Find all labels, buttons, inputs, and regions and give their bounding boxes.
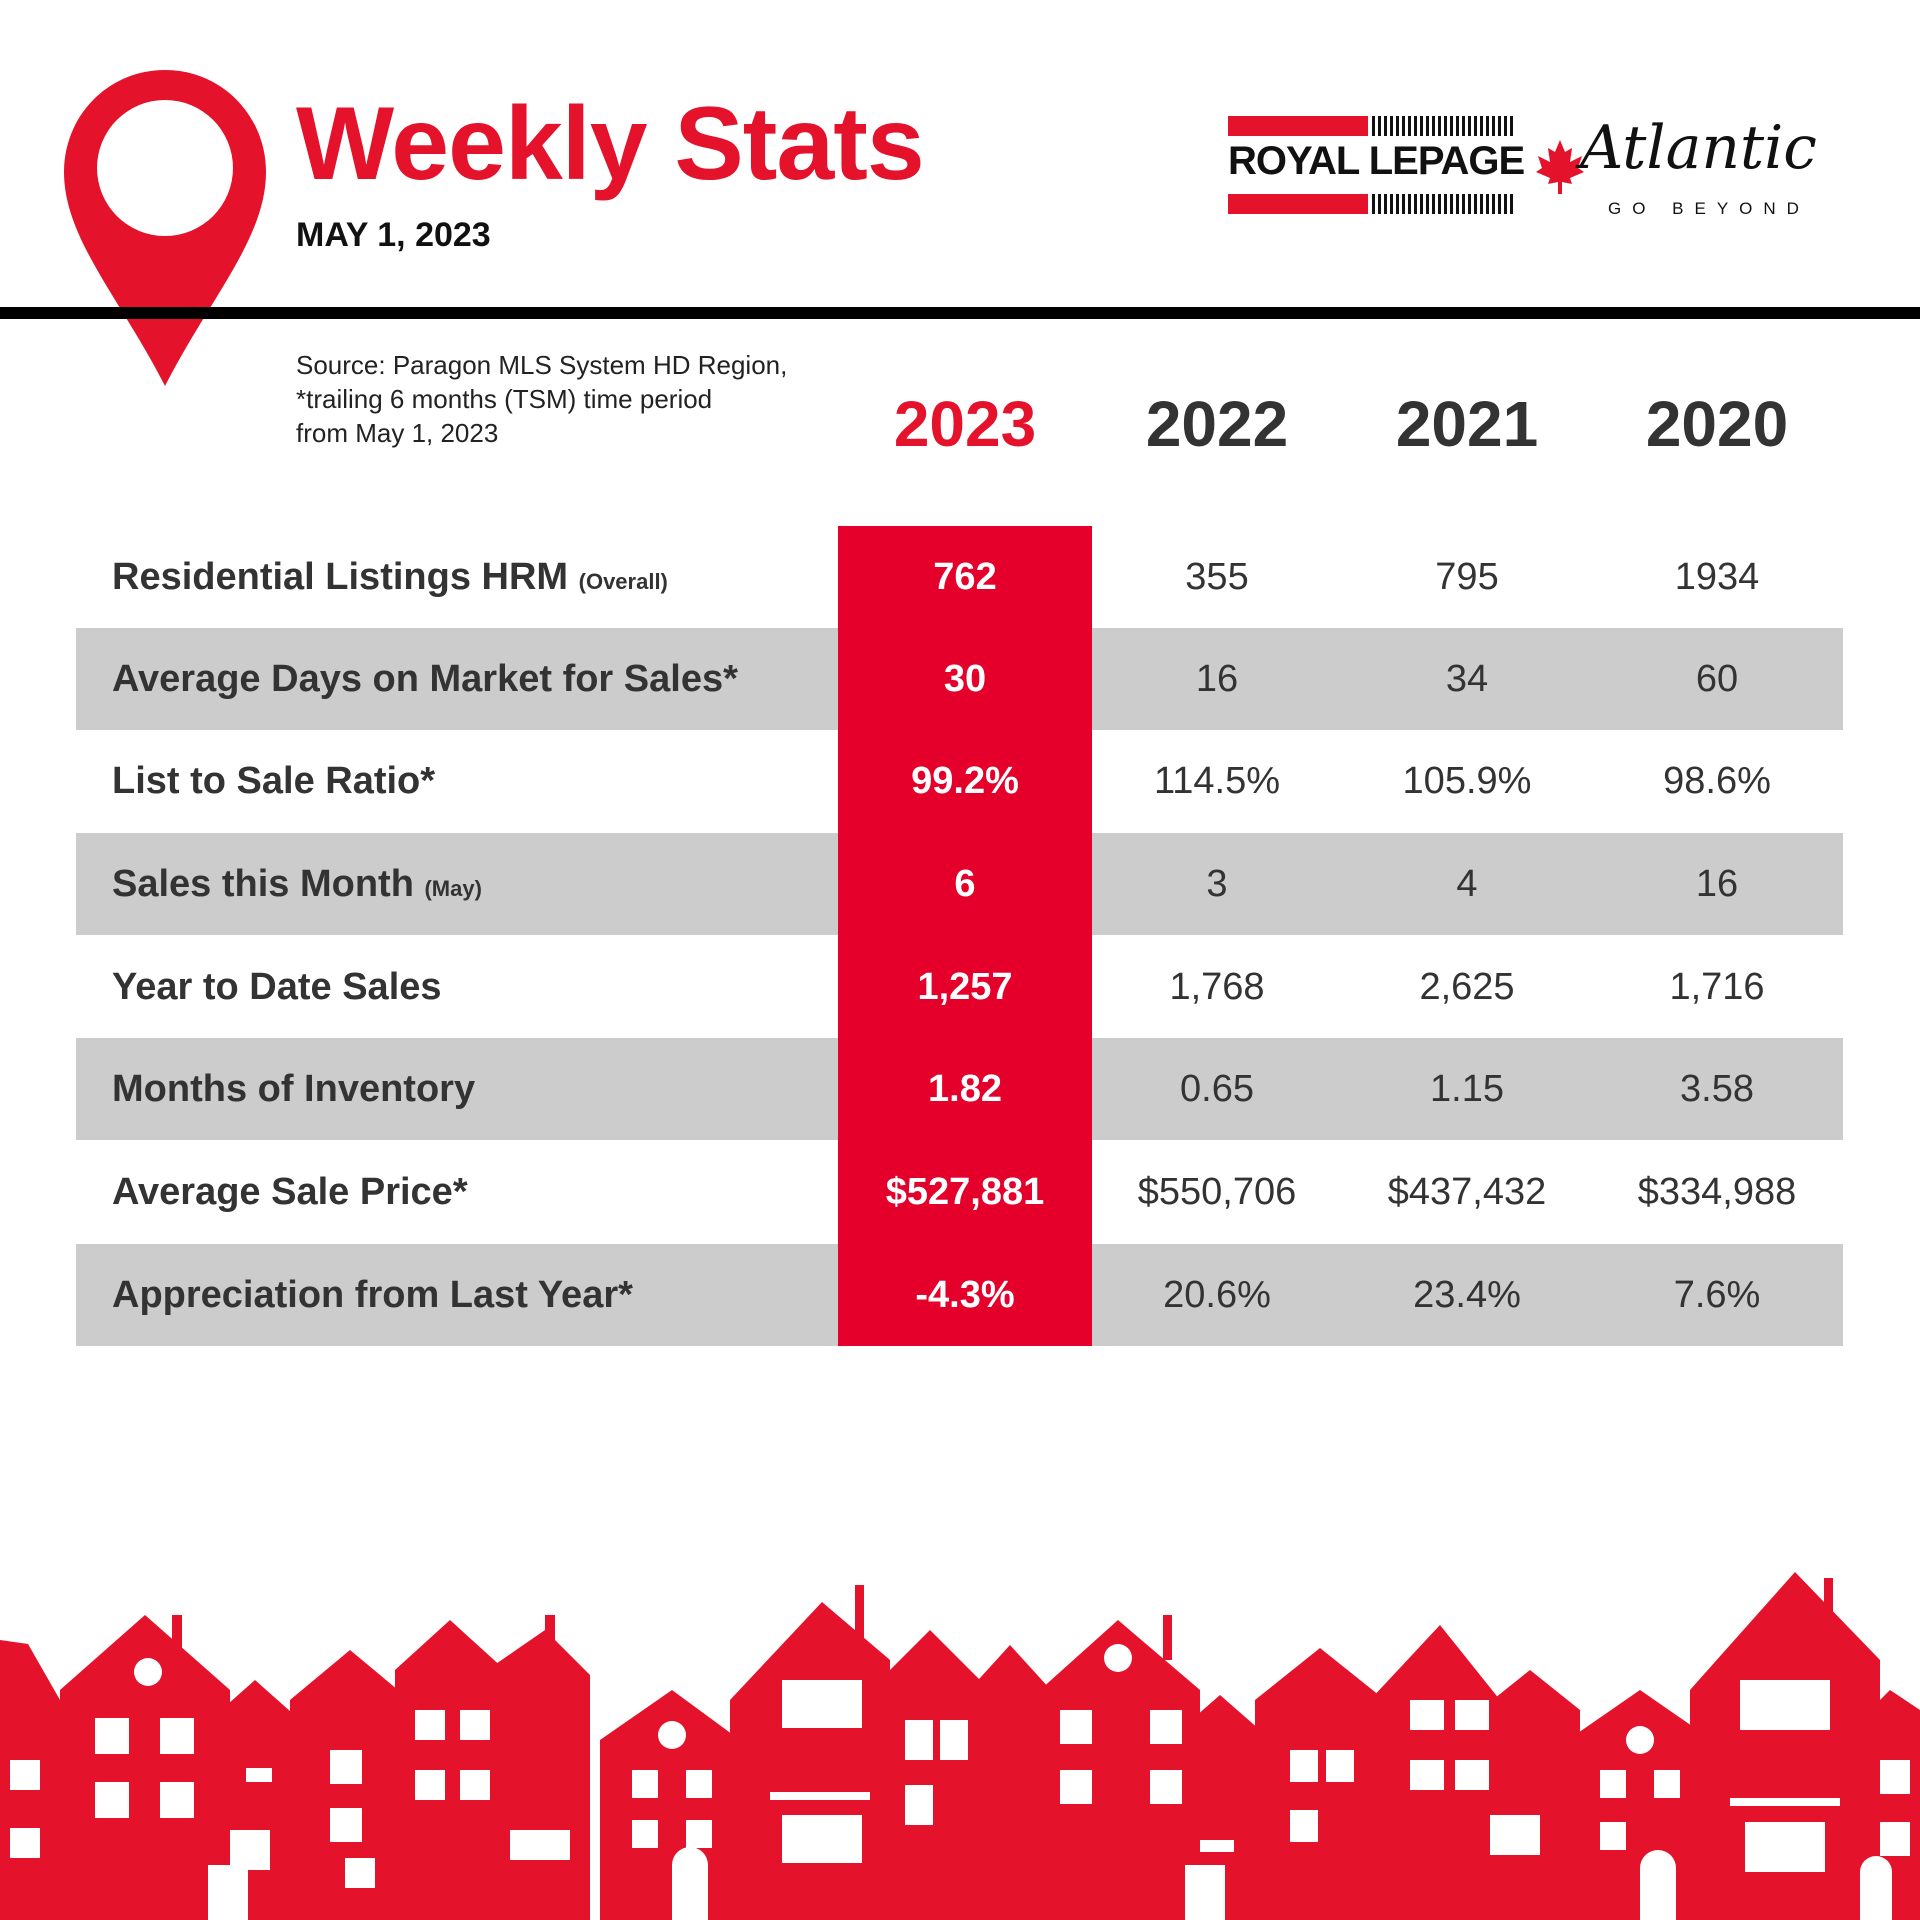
logo-barcode-bottom [1372, 194, 1514, 214]
report-date: MAY 1, 2023 [296, 216, 491, 254]
logo-red-bar-top [1228, 116, 1368, 136]
table-cell: 1,257 [917, 966, 1013, 1008]
source-note: Source: Paragon MLS System HD Region, *t… [296, 348, 856, 450]
table-cell: 60 [1695, 658, 1739, 700]
year-header-2022: 2022 [1145, 388, 1289, 460]
highlight-column-2023 [838, 526, 1092, 1346]
table-cell: 1.15 [1430, 1068, 1504, 1110]
row-label: Average Sale Price* [112, 1171, 468, 1213]
source-line: from May 1, 2023 [296, 418, 499, 448]
table-cell: 16 [1195, 658, 1239, 700]
logo-tagline: GO BEYOND [1608, 199, 1810, 218]
row-label: Residential Listings HRM (Overall) [112, 556, 668, 598]
table-cell: 105.9% [1402, 760, 1532, 802]
table-cell: $334,988 [1637, 1171, 1797, 1213]
row-label: Months of Inventory [112, 1068, 476, 1110]
table-cell: 16 [1695, 863, 1739, 905]
table-cell: 2,625 [1419, 966, 1515, 1008]
table-cell: 0.65 [1180, 1068, 1254, 1110]
table-cell: $527,881 [885, 1171, 1045, 1213]
year-header-2021: 2021 [1395, 388, 1539, 460]
brand-logo: ROYAL LEPAGE Atlantic GO BEYOND [1228, 116, 1824, 220]
table-cell: -4.3% [915, 1274, 1015, 1316]
logo-atlantic-text: Atlantic [1580, 113, 1817, 183]
row-label: Average Days on Market for Sales* [112, 658, 738, 700]
row-label: Year to Date Sales [112, 966, 442, 1008]
table-cell: 1.82 [928, 1068, 1002, 1110]
source-line: Source: Paragon MLS System HD Region, [296, 350, 788, 380]
year-header-2023: 2023 [893, 388, 1037, 460]
year-header-2020: 2020 [1645, 388, 1789, 460]
table-cell: 3 [1206, 863, 1228, 905]
table-cell: 7.6% [1673, 1274, 1761, 1316]
logo-royal-lepage-text: ROYAL LEPAGE [1228, 139, 1525, 183]
table-cell: 30 [943, 658, 987, 700]
table-cell: 20.6% [1163, 1274, 1271, 1316]
table-cell: 795 [1435, 556, 1499, 598]
table-cell: 114.5% [1153, 760, 1281, 802]
table-cell: $437,432 [1387, 1171, 1547, 1213]
table-cell: 1,716 [1669, 966, 1765, 1008]
table-cell: 6 [954, 863, 976, 905]
row-label: Appreciation from Last Year* [112, 1274, 633, 1316]
table-cell: 4 [1456, 863, 1478, 905]
houses-skyline [0, 1572, 1920, 1920]
page-title: Weekly Stats [296, 86, 925, 202]
table-cell: 3.58 [1680, 1068, 1754, 1110]
logo-barcode-top [1372, 116, 1514, 136]
table-cell: $550,706 [1137, 1171, 1297, 1213]
table-cell: 1934 [1674, 556, 1760, 598]
logo-red-bar-bottom [1228, 194, 1368, 214]
table-cell: 99.2% [911, 760, 1019, 802]
header-divider [0, 307, 1920, 319]
table-cell: 1,768 [1169, 966, 1265, 1008]
source-line: *trailing 6 months (TSM) time period [296, 384, 713, 414]
table-cell: 34 [1445, 658, 1489, 700]
maple-leaf-icon [1536, 140, 1584, 194]
table-cell: 98.6% [1663, 760, 1771, 802]
map-pin-icon [64, 70, 266, 386]
table-cell: 762 [933, 556, 997, 598]
row-label: List to Sale Ratio* [112, 760, 436, 802]
table-cell: 355 [1185, 556, 1249, 598]
table-cell: 23.4% [1413, 1274, 1521, 1316]
row-label: Sales this Month (May) [112, 863, 482, 905]
